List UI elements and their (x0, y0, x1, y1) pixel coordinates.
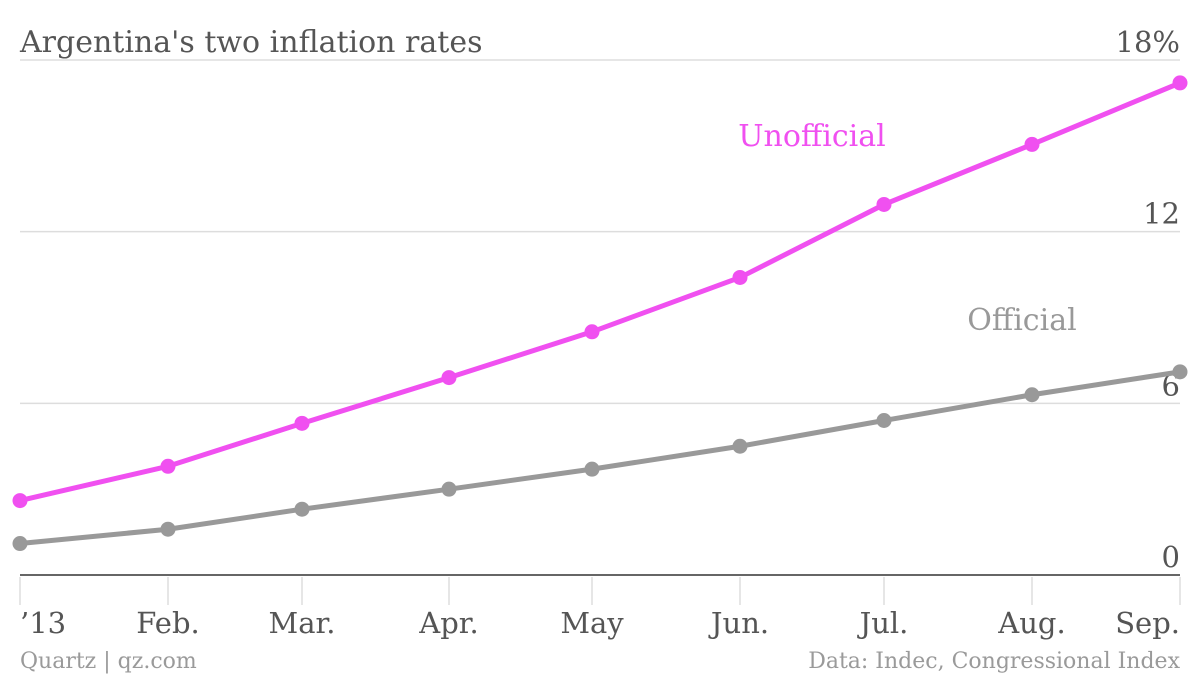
footer-source-right: Data: Indec, Congressional Index (808, 649, 1180, 674)
data-point-official (441, 481, 457, 497)
series-label-official: Official (967, 303, 1076, 338)
data-point-official (732, 438, 748, 454)
x-tick-label: Mar. (269, 606, 336, 640)
data-point-official (160, 521, 176, 537)
x-tick-label: Jul. (857, 606, 909, 640)
data-point-unofficial (584, 324, 600, 340)
data-point-unofficial (1024, 136, 1040, 152)
data-point-official (876, 413, 892, 428)
x-tick-label: May (560, 606, 624, 640)
y-tick-label: 12 (1143, 197, 1180, 231)
series-line-unofficial (17, 80, 1183, 504)
data-point-unofficial (12, 493, 28, 509)
series-label-unofficial: Unofficial (738, 119, 885, 154)
x-tick-label: Sep. (1115, 606, 1180, 640)
x-tick-label: ’13 (20, 606, 66, 640)
data-point-official (1024, 387, 1040, 403)
y-tick-label: 0 (1162, 540, 1180, 574)
data-point-unofficial (1172, 75, 1188, 91)
y-tick-label: 18% (1116, 25, 1180, 59)
x-tick-label: Apr. (418, 606, 478, 640)
data-point-unofficial (294, 415, 310, 431)
data-point-official (12, 536, 28, 552)
data-point-unofficial (876, 196, 892, 212)
x-axis: ’13 Feb. Mar. Apr. May Jun. Jul. Aug. Sep. (19, 577, 1181, 640)
data-point-unofficial (160, 458, 176, 474)
data-point-unofficial (441, 370, 457, 386)
x-tick-label: Jun. (708, 606, 769, 640)
data-point-unofficial (732, 269, 748, 285)
footer-source-left: Quartz | qz.com (20, 649, 197, 674)
series-lines: Unofficial Official (12, 75, 1188, 552)
data-point-official (1172, 364, 1188, 380)
chart-title: Argentina's two inflation rates (19, 25, 482, 60)
data-point-official (294, 501, 310, 517)
data-point-official (584, 461, 600, 477)
x-tick-label: Feb. (136, 606, 199, 640)
x-tick-label: Aug. (997, 606, 1065, 640)
